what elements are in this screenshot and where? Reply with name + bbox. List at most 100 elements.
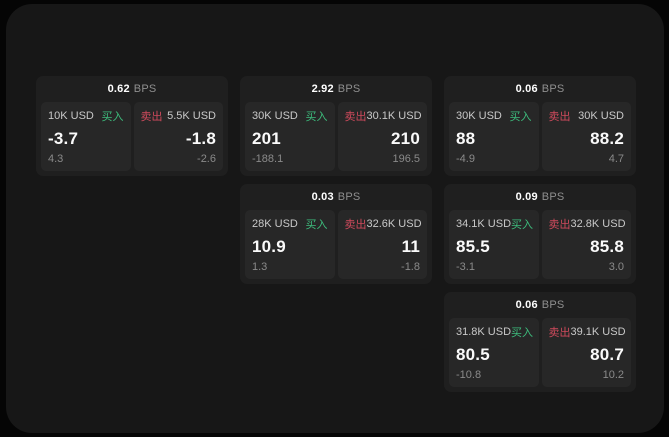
buy-delta: 4.3 (48, 153, 64, 165)
buy-panel-top: 30K USD 买入 (252, 108, 328, 124)
quote-panels: 31.8K USD 买入 80.5 -10.8 卖出 39.1K USD 80.… (444, 318, 636, 392)
buy-panel-top: 30K USD 买入 (456, 108, 532, 124)
buy-panel-top: 34.1K USD 买入 (456, 216, 534, 232)
sell-panel[interactable]: 卖出 32.6K USD 11 -1.8 (337, 210, 427, 279)
sell-amount: 32.6K USD (366, 218, 422, 230)
buy-label: 买入 (511, 327, 534, 339)
buy-panel[interactable]: 30K USD 买入 88 -4.9 (449, 102, 539, 171)
sell-panel[interactable]: 卖出 30K USD 88.2 4.7 (541, 102, 631, 171)
sell-panel-top: 卖出 30.1K USD (344, 108, 422, 124)
buy-amount: 28K USD (252, 218, 298, 230)
sell-panel[interactable]: 卖出 5.5K USD -1.8 -2.6 (133, 102, 223, 171)
buy-delta: -10.8 (456, 369, 482, 381)
buy-price: 80.5 (456, 345, 490, 364)
buy-label: 买入 (511, 219, 534, 231)
bps-value: 0.09 (515, 191, 538, 203)
app-window: 0.62 BPS 10K USD 买入 -3.7 4.3 卖出 5.5K USD (6, 4, 664, 433)
buy-amount: 10K USD (48, 110, 94, 122)
bps-value: 2.92 (311, 83, 334, 95)
buy-panel[interactable]: 31.8K USD 买入 80.5 -10.8 (449, 318, 539, 387)
bps-header: 0.09 BPS (444, 184, 636, 210)
buy-price: -3.7 (48, 129, 79, 148)
sell-amount: 30K USD (578, 110, 624, 122)
buy-delta: -3.1 (456, 261, 475, 273)
sell-delta: 3.0 (608, 261, 624, 273)
bps-unit: BPS (337, 191, 361, 203)
quote-grid: 0.62 BPS 10K USD 买入 -3.7 4.3 卖出 5.5K USD (36, 76, 636, 392)
sell-panel-top: 卖出 5.5K USD (141, 108, 217, 124)
sell-amount: 39.1K USD (570, 326, 626, 338)
bps-unit: BPS (541, 83, 565, 95)
bps-unit: BPS (541, 191, 565, 203)
buy-delta: 1.3 (252, 261, 268, 273)
bps-header: 0.06 BPS (444, 292, 636, 318)
sell-panel-top: 卖出 32.6K USD (344, 216, 422, 232)
buy-price: 85.5 (456, 237, 490, 256)
quote-panels: 34.1K USD 买入 85.5 -3.1 卖出 32.8K USD 85.8… (444, 210, 636, 284)
bps-unit: BPS (133, 83, 157, 95)
sell-panel-top: 卖出 32.8K USD (548, 216, 626, 232)
buy-amount: 34.1K USD (456, 218, 512, 230)
sell-amount: 32.8K USD (570, 218, 626, 230)
buy-amount: 30K USD (252, 110, 298, 122)
sell-price: 85.8 (590, 237, 624, 256)
sell-delta: -1.8 (401, 261, 420, 273)
bps-value: 0.62 (107, 83, 130, 95)
buy-delta: -188.1 (252, 153, 284, 165)
buy-label: 买入 (305, 219, 328, 231)
bps-value: 0.03 (311, 191, 334, 203)
sell-amount: 30.1K USD (366, 110, 422, 122)
quote-card: 0.06 BPS 30K USD 买入 88 -4.9 卖出 30K USD (444, 76, 636, 176)
bps-value: 0.06 (515, 83, 538, 95)
sell-panel[interactable]: 卖出 30.1K USD 210 196.5 (337, 102, 427, 171)
sell-price: 11 (401, 237, 420, 256)
bps-header: 0.06 BPS (444, 76, 636, 102)
quote-panels: 28K USD 买入 10.9 1.3 卖出 32.6K USD 11 -1.8 (240, 210, 432, 284)
sell-label: 卖出 (344, 219, 367, 231)
bps-unit: BPS (541, 299, 565, 311)
bps-unit: BPS (337, 83, 361, 95)
buy-price: 88 (456, 129, 476, 148)
sell-amount: 5.5K USD (167, 110, 216, 122)
quote-panels: 10K USD 买入 -3.7 4.3 卖出 5.5K USD -1.8 -2.… (36, 102, 228, 176)
quote-card: 0.09 BPS 34.1K USD 买入 85.5 -3.1 卖出 32.8K… (444, 184, 636, 284)
buy-panel-top: 10K USD 买入 (48, 108, 124, 124)
bps-header: 2.92 BPS (240, 76, 432, 102)
sell-panel[interactable]: 卖出 39.1K USD 80.7 10.2 (541, 318, 631, 387)
bps-header: 0.62 BPS (36, 76, 228, 102)
quote-card: 0.06 BPS 31.8K USD 买入 80.5 -10.8 卖出 39.1… (444, 292, 636, 392)
sell-label: 卖出 (344, 111, 367, 123)
sell-price: 210 (391, 129, 420, 148)
quote-card: 0.03 BPS 28K USD 买入 10.9 1.3 卖出 32.6K US… (240, 184, 432, 284)
sell-label: 卖出 (548, 219, 571, 231)
buy-panel[interactable]: 10K USD 买入 -3.7 4.3 (41, 102, 131, 171)
quote-panels: 30K USD 买入 201 -188.1 卖出 30.1K USD 210 1… (240, 102, 432, 176)
buy-amount: 30K USD (456, 110, 502, 122)
sell-delta: 4.7 (608, 153, 624, 165)
quote-panels: 30K USD 买入 88 -4.9 卖出 30K USD 88.2 4.7 (444, 102, 636, 176)
sell-panel[interactable]: 卖出 32.8K USD 85.8 3.0 (541, 210, 631, 279)
sell-price: 88.2 (590, 129, 624, 148)
sell-delta: 196.5 (392, 153, 420, 165)
quote-card: 0.62 BPS 10K USD 买入 -3.7 4.3 卖出 5.5K USD (36, 76, 228, 176)
sell-label: 卖出 (548, 111, 571, 123)
buy-panel[interactable]: 30K USD 买入 201 -188.1 (245, 102, 335, 171)
sell-panel-top: 卖出 30K USD (549, 108, 625, 124)
buy-label: 买入 (305, 111, 328, 123)
buy-amount: 31.8K USD (456, 326, 512, 338)
buy-panel-top: 28K USD 买入 (252, 216, 328, 232)
sell-label: 卖出 (140, 111, 163, 123)
buy-price: 201 (252, 129, 281, 148)
sell-delta: 10.2 (602, 369, 624, 381)
bps-value: 0.06 (515, 299, 538, 311)
quote-card: 2.92 BPS 30K USD 买入 201 -188.1 卖出 30.1K … (240, 76, 432, 176)
buy-price: 10.9 (252, 237, 286, 256)
sell-label: 卖出 (548, 327, 571, 339)
buy-panel[interactable]: 28K USD 买入 10.9 1.3 (245, 210, 335, 279)
sell-price: 80.7 (590, 345, 624, 364)
sell-price: -1.8 (185, 129, 216, 148)
bps-header: 0.03 BPS (240, 184, 432, 210)
buy-panel[interactable]: 34.1K USD 买入 85.5 -3.1 (449, 210, 539, 279)
buy-panel-top: 31.8K USD 买入 (456, 324, 534, 340)
sell-delta: -2.6 (197, 153, 216, 165)
